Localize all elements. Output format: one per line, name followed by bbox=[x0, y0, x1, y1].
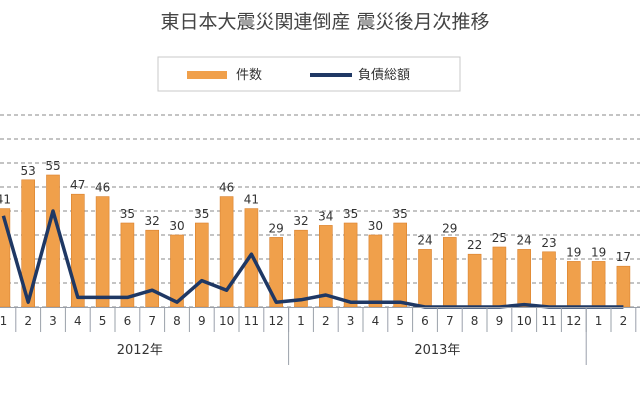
bar bbox=[95, 196, 110, 308]
bar bbox=[343, 222, 358, 308]
x-tick-label: 2 bbox=[620, 314, 628, 328]
bar bbox=[368, 234, 383, 308]
bar-value-label: 29 bbox=[269, 221, 284, 235]
x-tick-label: 7 bbox=[446, 314, 454, 328]
x-tick-label: 3 bbox=[49, 314, 57, 328]
x-tick-label: 10 bbox=[219, 314, 234, 328]
legend-label-line: 負債総額 bbox=[358, 68, 410, 83]
bar-value-label: 22 bbox=[467, 238, 482, 252]
bar-value-label: 35 bbox=[343, 207, 358, 221]
bar-value-labels: 41 53 55 47 46 35 32 30 35 46 41 29 32 34 35 30 35 24 29 22… bbox=[0, 159, 631, 264]
bar bbox=[542, 251, 556, 308]
bar-value-label: 24 bbox=[417, 233, 432, 247]
x-tick-label: 9 bbox=[496, 314, 504, 328]
chart-title: 東日本大震災関連倒産 震災後月次推移 bbox=[160, 11, 489, 33]
x-tick-label: 1 bbox=[297, 314, 305, 328]
bar-value-label: 41 bbox=[0, 193, 11, 207]
bar bbox=[442, 237, 457, 308]
x-tick-label: 11 bbox=[541, 314, 556, 328]
bar-value-label: 30 bbox=[169, 219, 184, 233]
bar-value-label: 30 bbox=[368, 219, 383, 233]
bar bbox=[145, 229, 159, 308]
x-tick-label: 5 bbox=[396, 314, 404, 328]
bar bbox=[566, 261, 581, 308]
bar-value-label: 29 bbox=[442, 221, 457, 235]
x-tick-label: 1 bbox=[0, 314, 7, 328]
legend: 件数 負債総額 bbox=[157, 56, 461, 92]
bar-value-label: 19 bbox=[566, 245, 581, 259]
bar bbox=[195, 222, 209, 308]
year-label: 2012年 bbox=[117, 343, 163, 358]
x-tick-label: 2 bbox=[24, 314, 32, 328]
bar-value-label: 47 bbox=[70, 178, 85, 192]
legend-label-bar: 件数 bbox=[236, 68, 262, 83]
x-tick-label: 1 bbox=[595, 314, 603, 328]
bar-value-label: 34 bbox=[318, 209, 333, 223]
bar bbox=[418, 249, 432, 308]
bar-value-label: 19 bbox=[591, 245, 606, 259]
bar-value-label: 41 bbox=[244, 193, 259, 207]
x-tick-label: 12 bbox=[566, 314, 581, 328]
bar-value-label: 35 bbox=[393, 207, 408, 221]
bar-value-label: 25 bbox=[492, 231, 507, 245]
bar-value-label: 35 bbox=[120, 207, 135, 221]
legend-swatch-bar bbox=[187, 71, 227, 79]
bar-value-label: 55 bbox=[45, 159, 60, 173]
bar-value-label: 35 bbox=[194, 207, 209, 221]
bar bbox=[517, 249, 532, 308]
bar-value-label: 53 bbox=[21, 164, 36, 178]
line-series bbox=[1, 209, 624, 309]
x-tick-label: 7 bbox=[148, 314, 156, 328]
bar bbox=[467, 253, 482, 308]
bar-value-label: 23 bbox=[541, 236, 556, 250]
x-tick-label: 3 bbox=[347, 314, 355, 328]
x-tick-label: 12 bbox=[269, 314, 284, 328]
bar bbox=[71, 193, 85, 308]
x-tick-label: 9 bbox=[198, 314, 206, 328]
x-tick-label: 11 bbox=[244, 314, 259, 328]
bar-value-label: 46 bbox=[95, 181, 110, 195]
x-tick-label: 6 bbox=[124, 314, 132, 328]
bar-value-label: 32 bbox=[293, 214, 308, 228]
bar bbox=[492, 246, 507, 308]
bar bbox=[294, 229, 308, 308]
bar bbox=[616, 265, 631, 308]
x-tick-label: 8 bbox=[173, 314, 181, 328]
x-tick-label: 5 bbox=[99, 314, 107, 328]
x-tick-label: 4 bbox=[74, 314, 82, 328]
bar bbox=[591, 261, 606, 308]
year-label: 2013年 bbox=[414, 343, 460, 358]
bar-value-label: 17 bbox=[616, 250, 631, 264]
bar-value-label: 24 bbox=[517, 233, 532, 247]
bar bbox=[46, 174, 60, 308]
x-tick-label: 6 bbox=[421, 314, 429, 328]
bar bbox=[393, 222, 408, 308]
bar-value-label: 46 bbox=[219, 181, 234, 195]
x-tick-label: 10 bbox=[517, 314, 532, 328]
x-tick-label: 8 bbox=[471, 314, 479, 328]
x-tick-label: 2 bbox=[322, 314, 330, 328]
x-tick-label: 4 bbox=[372, 314, 380, 328]
line-path bbox=[1, 209, 624, 309]
bar-value-label: 32 bbox=[145, 214, 160, 228]
bar-series bbox=[0, 174, 631, 308]
